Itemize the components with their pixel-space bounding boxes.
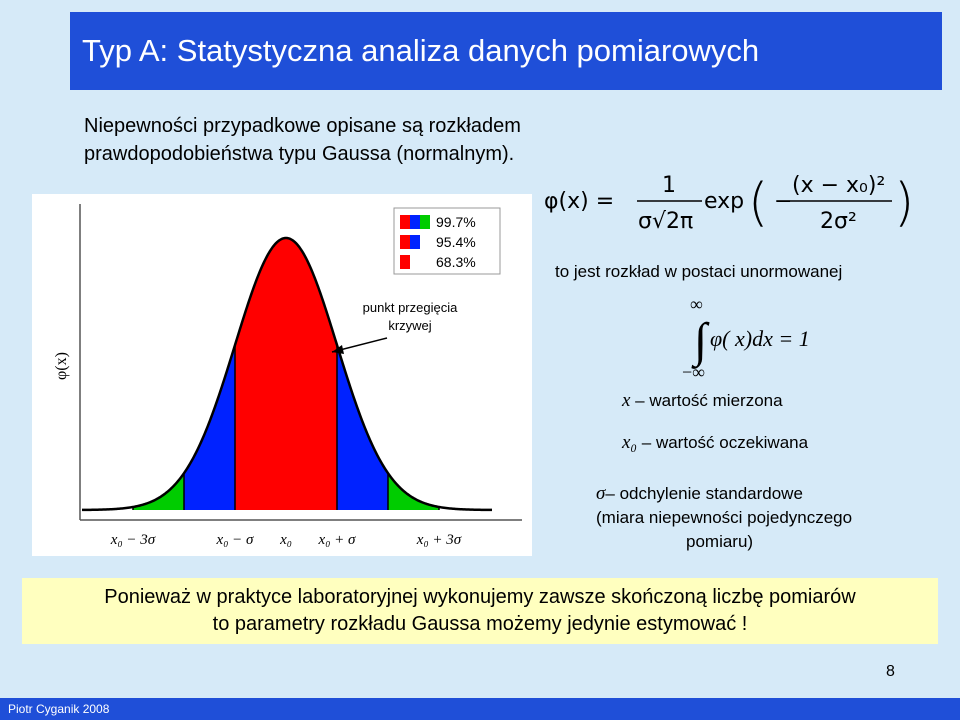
svg-text:σ√2π: σ√2π <box>638 209 693 234</box>
y-axis-label: φ(x) <box>53 352 70 380</box>
legend-swatch-954 <box>400 235 410 249</box>
svg-text:φ( x)dx = 1: φ( x)dx = 1 <box>710 326 810 351</box>
footer-author: Piotr Cyganik 2008 <box>0 698 960 720</box>
normalized-caption: to jest rozkład w postaci unormowanej <box>555 262 843 281</box>
x-tick-label: x₀ − σ <box>216 532 254 548</box>
page-number: 8 <box>886 663 895 680</box>
annotation-line2: krzywej <box>388 318 431 333</box>
gauss-curve <box>81 236 492 512</box>
region-outer-left <box>133 473 184 510</box>
annotation-line1: punkt przegięcia <box>363 300 458 315</box>
x-tick-label: x₀ + 3σ <box>416 532 462 548</box>
def-x0: x₀ – wartość oczekiwana <box>622 432 809 453</box>
gauss-figure: φ(x) 99.7% 95.4% 68.3% punkt przegięcia … <box>32 194 532 556</box>
svg-text:φ(x) =: φ(x) = <box>544 189 614 214</box>
svg-text:∞: ∞ <box>690 296 703 314</box>
svg-text:∫: ∫ <box>691 314 710 369</box>
normalization-integral: ∞ ∫ −∞ φ( x)dx = 1 <box>682 296 810 380</box>
region-inner <box>235 238 337 510</box>
legend-label-954: 95.4% <box>436 234 476 250</box>
x-tick-label: x₀ <box>279 532 292 548</box>
def-x: x – wartość mierzona <box>622 390 783 411</box>
svg-text:(: ( <box>748 173 768 233</box>
svg-text:−: − <box>774 189 792 214</box>
svg-text:(x − x₀)²: (x − x₀)² <box>792 173 885 198</box>
svg-text:−∞: −∞ <box>682 362 705 380</box>
def-sigma: σ– odchylenie standardowe (miara niepewn… <box>596 483 853 551</box>
legend: 99.7% 95.4% 68.3% <box>393 207 501 275</box>
svg-text:exp: exp <box>704 189 744 214</box>
conclusion-box: Ponieważ w praktyce laboratoryjnej wykon… <box>22 578 938 644</box>
legend-swatch-997 <box>400 215 410 229</box>
legend-label-997: 99.7% <box>436 214 476 230</box>
legend-label-683: 68.3% <box>436 254 476 270</box>
conclusion-line2: to parametry rozkładu Gaussa możemy jedy… <box>212 613 748 635</box>
x-tick-label: x₀ − 3σ <box>110 532 156 548</box>
svg-text:): ) <box>894 173 914 233</box>
legend-swatch-683 <box>400 255 410 269</box>
intro-text: Niepewności przypadkowe opisane są rozkł… <box>84 115 521 165</box>
region-outer-right <box>388 473 439 510</box>
slide-title: Typ A: Statystyczna analiza danych pomia… <box>70 12 942 90</box>
conclusion-line1: Ponieważ w praktyce laboratoryjnej wykon… <box>104 586 856 608</box>
svg-text:1: 1 <box>662 173 676 198</box>
x-tick-label: x₀ + σ <box>318 532 356 548</box>
svg-text:2σ²: 2σ² <box>820 209 857 234</box>
gauss-formula: φ(x) = 1 σ√2π exp ( − (x − x₀)² 2σ² ) <box>544 173 914 234</box>
